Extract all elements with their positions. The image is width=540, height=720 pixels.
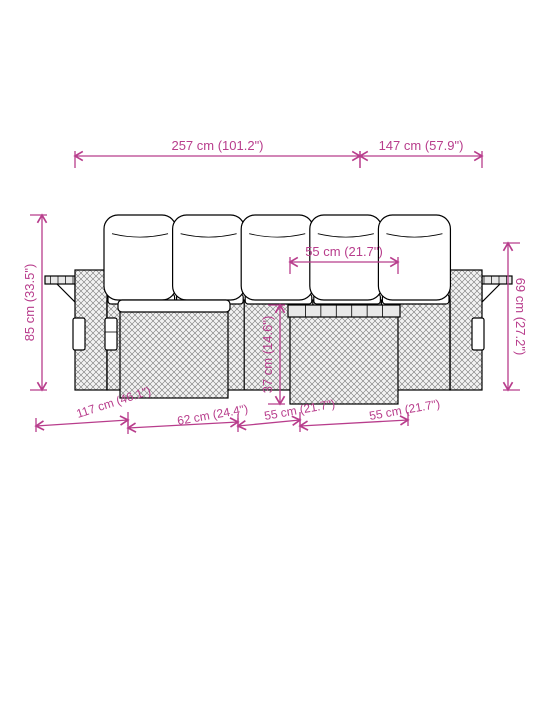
back-cushion — [378, 215, 450, 300]
sofa-set-illustration — [45, 215, 512, 404]
back-cushion — [241, 215, 313, 300]
mid_top_55-label: 55 cm (21.7") — [305, 244, 383, 259]
table_height-label: 37 cm (14.6") — [260, 316, 275, 394]
arm-pocket-left — [73, 318, 85, 350]
tray-bracket — [482, 284, 500, 302]
bot_55b-line — [300, 420, 408, 426]
bot_117-line — [36, 420, 128, 426]
ottoman-body — [120, 308, 228, 398]
arm-pocket-right — [472, 318, 484, 350]
top_width_1-label: 257 cm (101.2") — [171, 138, 263, 153]
table-body — [290, 315, 398, 404]
ottoman-cushion — [118, 300, 230, 312]
back-cushion — [104, 215, 176, 300]
top_width_2-label: 147 cm (57.9") — [379, 138, 464, 153]
table-top — [288, 305, 400, 317]
diagram-canvas: 257 cm (101.2") 147 cm (57.9") 55 cm (21.7… — [0, 0, 540, 720]
side-tray — [45, 276, 75, 284]
right_height-label: 69 cm (27.2") — [513, 278, 528, 356]
arm-pocket — [105, 318, 117, 350]
back-cushion — [173, 215, 245, 300]
left_height-label: 85 cm (33.5") — [22, 264, 37, 342]
tray-bracket — [57, 284, 75, 302]
